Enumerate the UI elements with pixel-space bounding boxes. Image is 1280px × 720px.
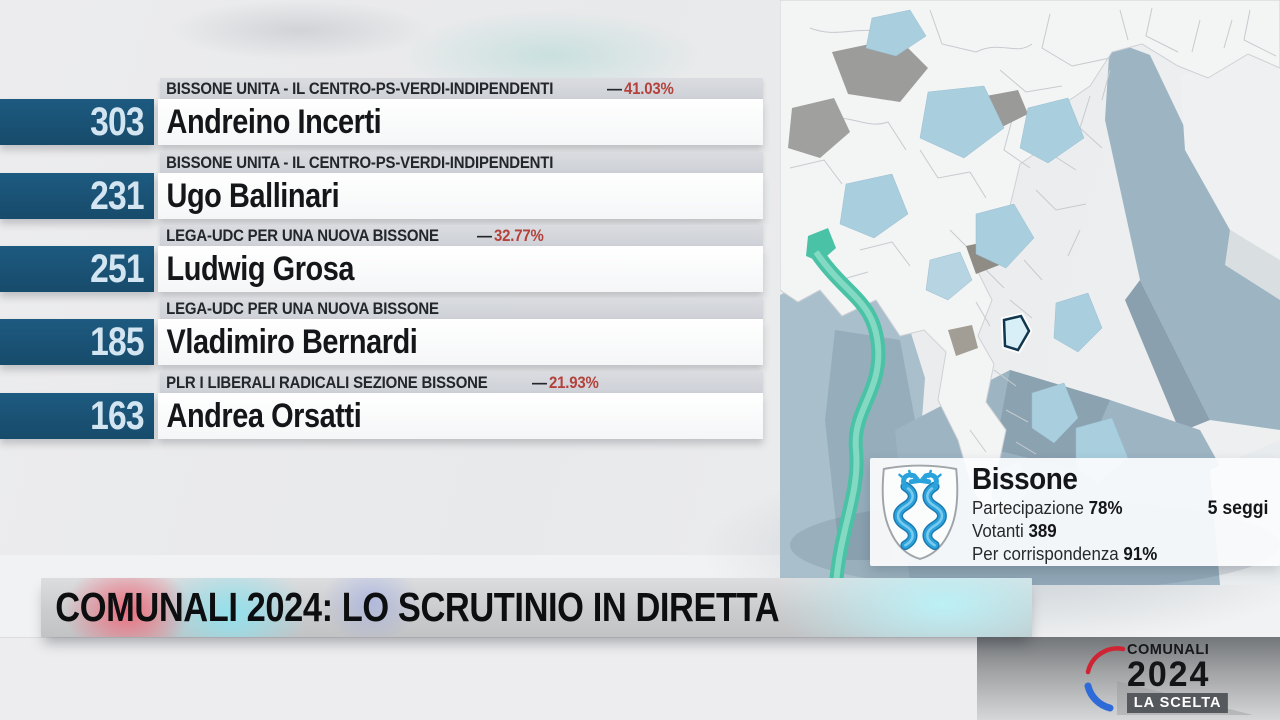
map-canyon-shade xyxy=(1125,280,1210,432)
voters-label: Votanti xyxy=(972,521,1024,541)
votes-box: 163 xyxy=(0,393,154,439)
party-label-bar: LEGA-UDC PER UNA NUOVA BISSONE xyxy=(160,298,763,319)
candidate-row: 185 Vladimiro Bernardi xyxy=(0,319,763,365)
municipality-panel: Bissone Partecipazione 78% Votanti 389 Per… xyxy=(870,458,1280,566)
municipality-stats: Partecipazione 78% Votanti 389 Per corrisp… xyxy=(972,497,1169,566)
map-right-cliff xyxy=(1180,55,1280,260)
serpent-right xyxy=(917,469,947,551)
teal-river xyxy=(806,228,886,585)
party-dash: — xyxy=(532,373,548,392)
party-percent: 32.77% xyxy=(493,226,544,245)
map-canyon-slab xyxy=(1105,40,1280,430)
candidate-row: 163 Andrea Orsatti xyxy=(0,393,763,439)
party-name: LEGA-UDC PER UNA NUOVA BISSONE xyxy=(166,299,439,318)
logo-red-arc xyxy=(1085,646,1126,675)
program-logo: COMUNALI 2024 LA SCELTA xyxy=(1083,641,1268,719)
candidate-name: Ludwig Grosa xyxy=(166,250,355,288)
candidate-block: BISSONE UNITA - IL CENTRO-PS-VERDI-INDIP… xyxy=(0,152,763,219)
mail-vote-label: Per corrispondenza xyxy=(972,544,1119,564)
party-name: BISSONE UNITA - IL CENTRO-PS-VERDI-INDIP… xyxy=(166,153,554,172)
logo-text: COMUNALI 2024 LA SCELTA xyxy=(1127,641,1231,713)
votes-count: 251 xyxy=(90,247,144,291)
candidate-block: PLR I LIBERALI RADICALI SEZIONE BISSONE … xyxy=(0,372,763,439)
votes-box: 231 xyxy=(0,173,154,219)
candidate-row: 303 Andreino Incerti xyxy=(0,99,763,145)
candidate-name-bar: Andrea Orsatti xyxy=(158,393,763,439)
candidate-name: Ugo Ballinari xyxy=(166,177,340,215)
bissone-highlight xyxy=(1002,314,1031,352)
party-percent: 41.03% xyxy=(623,79,674,98)
candidate-block: BISSONE UNITA - IL CENTRO-PS-VERDI-INDIP… xyxy=(0,78,763,145)
party-label-bar: LEGA-UDC PER UNA NUOVA BISSONE — 32.77% xyxy=(160,225,763,246)
logo-line-la-scelta: LA SCELTA xyxy=(1127,693,1229,713)
candidate-block: LEGA-UDC PER UNA NUOVA BISSONE 185 Vladi… xyxy=(0,298,763,365)
voters-value: 389 xyxy=(1028,521,1057,541)
party-dash: — xyxy=(476,226,492,245)
map-landmass xyxy=(780,0,1280,521)
participation-value: 78% xyxy=(1088,498,1123,518)
party-label-bar: BISSONE UNITA - IL CENTRO-PS-VERDI-INDIP… xyxy=(160,78,763,99)
map-right-cliff-shade xyxy=(1225,230,1280,300)
votes-box: 251 xyxy=(0,246,154,292)
party-label-bar: PLR I LIBERALI RADICALI SEZIONE BISSONE … xyxy=(160,372,763,393)
blue-municipalities xyxy=(839,9,1129,509)
mail-vote-stat: Per corrispondenza 91% xyxy=(972,543,1157,566)
candidate-name-bar: Ludwig Grosa xyxy=(158,246,763,292)
votes-count: 163 xyxy=(90,394,144,438)
candidate-name-bar: Andreino Incerti xyxy=(158,99,763,145)
participation-stat: Partecipazione 78% xyxy=(972,497,1157,520)
participation-label: Partecipazione xyxy=(972,498,1084,518)
logo-line-year: 2024 xyxy=(1127,655,1211,694)
candidate-row: 251 Ludwig Grosa xyxy=(0,246,763,292)
municipality-name: Bissone xyxy=(972,461,1078,496)
party-dash: — xyxy=(606,79,622,98)
votes-count: 231 xyxy=(90,174,144,218)
logo-blue-arc xyxy=(1084,682,1114,712)
candidate-block: LEGA-UDC PER UNA NUOVA BISSONE — 32.77% … xyxy=(0,225,763,292)
party-name: PLR I LIBERALI RADICALI SEZIONE BISSONE xyxy=(166,373,488,392)
party-name: BISSONE UNITA - IL CENTRO-PS-VERDI-INDIP… xyxy=(166,79,554,98)
candidate-name: Andrea Orsatti xyxy=(166,397,362,435)
party-percent: 21.93% xyxy=(549,373,599,392)
municipality-borders xyxy=(789,7,1277,493)
mail-vote-value: 91% xyxy=(1123,544,1158,564)
seats-count: 5 seggi xyxy=(1207,498,1268,519)
candidate-name-bar: Vladimiro Bernardi xyxy=(158,319,763,365)
voters-stat: Votanti 389 xyxy=(972,520,1157,543)
party-label-bar: BISSONE UNITA - IL CENTRO-PS-VERDI-INDIP… xyxy=(160,152,763,173)
votes-box: 185 xyxy=(0,319,154,365)
votes-count: 303 xyxy=(90,100,144,144)
logo-line-comunali: COMUNALI xyxy=(1127,641,1210,658)
headline-title: COMUNALI 2024: LO SCRUTINIO IN DIRETTA xyxy=(55,584,780,630)
floor-seam-line xyxy=(0,637,1280,638)
candidate-name: Andreino Incerti xyxy=(166,103,382,141)
votes-box: 303 xyxy=(0,99,154,145)
headline-banner: COMUNALI 2024: LO SCRUTINIO IN DIRETTA xyxy=(41,578,1032,637)
background-gray-glow xyxy=(170,0,430,60)
candidate-row: 231 Ugo Ballinari xyxy=(0,173,763,219)
party-name: LEGA-UDC PER UNA NUOVA BISSONE xyxy=(166,226,439,245)
bissone-coat-of-arms xyxy=(881,464,959,560)
candidate-name: Vladimiro Bernardi xyxy=(166,323,418,361)
candidate-name-bar: Ugo Ballinari xyxy=(158,173,763,219)
votes-count: 185 xyxy=(90,320,144,364)
serpent-left xyxy=(893,469,923,551)
